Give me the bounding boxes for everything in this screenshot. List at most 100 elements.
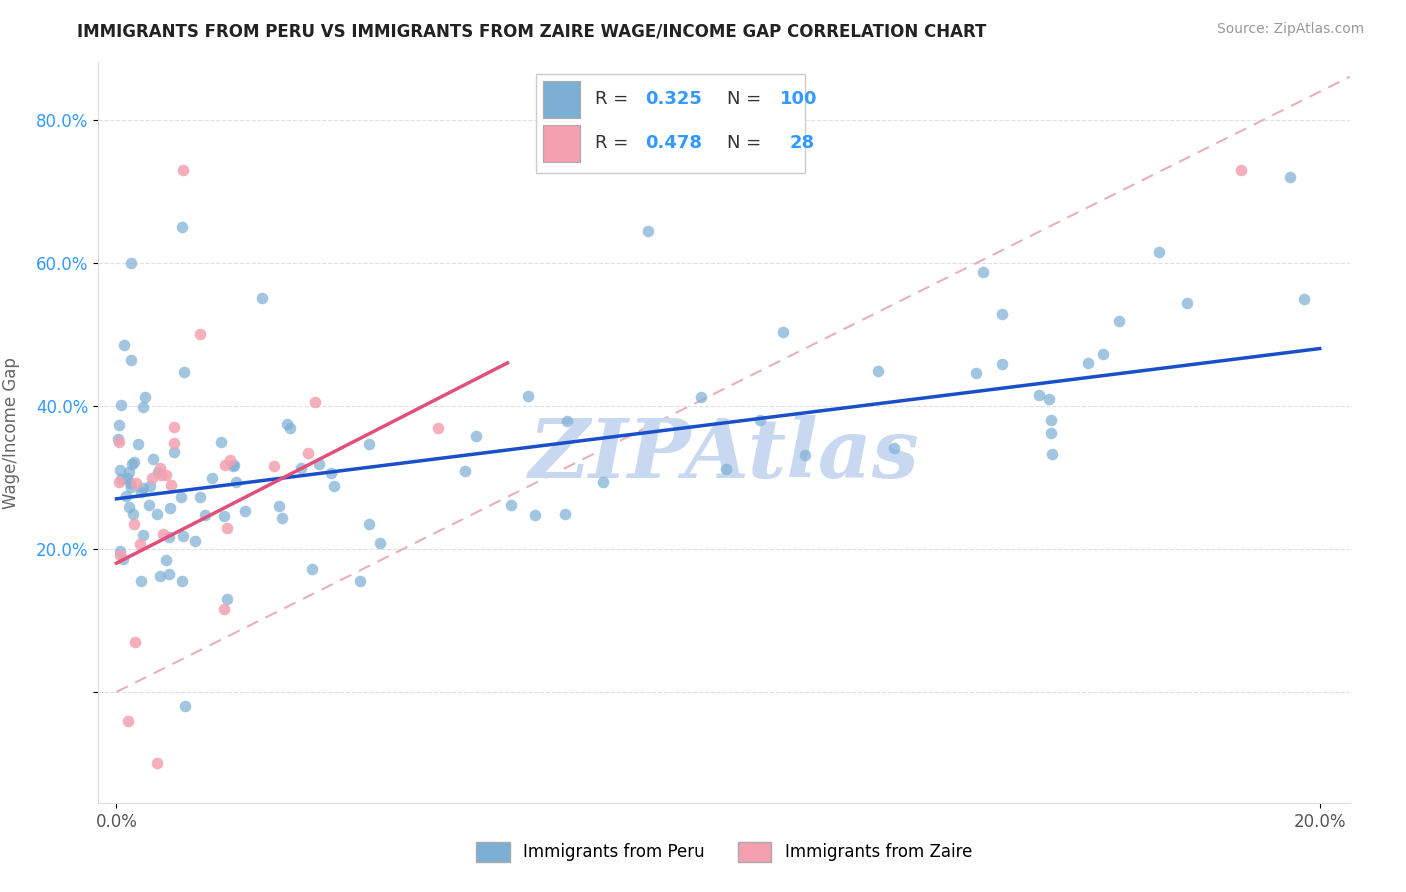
Point [146,507,169,521]
Point [139,478,162,492]
Point [592,475,614,490]
Legend: Immigrants from Peru, Immigrants from Zaire: Immigrants from Peru, Immigrants from Za… [470,835,979,869]
Point [122,455,145,469]
Point [160,478,183,492]
FancyBboxPatch shape [543,81,581,118]
Point [357,516,380,531]
Point [108,434,131,449]
Point [121,458,143,472]
Text: R =: R = [595,90,634,108]
Point [200,471,222,485]
Text: 28: 28 [789,134,814,153]
Point [132,400,155,414]
Point [965,366,987,380]
Point [866,364,889,378]
Point [112,337,135,351]
Point [108,463,131,477]
Point [173,365,195,379]
Point [1092,347,1115,361]
Point [276,417,298,431]
Point [501,498,523,512]
Text: 0.325: 0.325 [645,90,702,108]
Point [454,464,477,478]
Text: 100: 100 [780,90,818,108]
Point [124,635,146,649]
Point [235,504,257,518]
Point [308,457,330,471]
Point [772,326,794,340]
Point [152,526,174,541]
Point [118,475,141,490]
Point [517,389,540,403]
Point [1147,244,1170,259]
Point [748,412,770,426]
Point [523,508,546,523]
Point [689,390,711,404]
Point [1028,388,1050,402]
Point [107,475,129,489]
Point [129,537,152,551]
Point [212,602,235,616]
Point [1294,293,1316,307]
Point [131,527,153,541]
Y-axis label: Wage/Income Gap: Wage/Income Gap [1,357,20,508]
Point [225,475,247,489]
Point [278,421,301,435]
Point [150,468,173,483]
Point [554,507,576,521]
Point [172,219,194,234]
Point [121,507,143,521]
Point [222,458,245,472]
Point [219,453,242,467]
Point [714,461,737,475]
Point [127,437,149,451]
Point [148,465,170,479]
Point [159,566,181,581]
Point [194,508,217,522]
Point [108,418,131,433]
Point [162,445,184,459]
Point [1077,356,1099,370]
Point [163,420,186,434]
Point [1175,296,1198,310]
Point [972,265,994,279]
Point [124,516,146,531]
Point [149,461,172,475]
Text: N =: N = [727,90,766,108]
Point [172,574,194,589]
Point [110,398,132,412]
Point [173,699,195,714]
Point [188,327,211,342]
Point [138,499,160,513]
Text: Source: ZipAtlas.com: Source: ZipAtlas.com [1216,22,1364,37]
Text: ZIPAtlas: ZIPAtlas [529,415,920,495]
Point [883,441,905,455]
Point [124,476,146,491]
Point [1230,162,1253,177]
FancyBboxPatch shape [543,126,581,162]
Point [110,472,132,486]
Point [290,461,312,475]
Point [991,307,1014,321]
Point [141,470,163,484]
Point [184,533,207,548]
Point [1040,413,1063,427]
Text: N =: N = [727,134,766,153]
Point [222,459,245,474]
Point [108,549,131,563]
Point [120,256,142,270]
Point [359,436,381,450]
Point [426,421,449,435]
Point [170,490,193,504]
Point [131,574,153,588]
Point [349,574,371,589]
Point [131,481,153,495]
Point [321,466,343,480]
Text: 0.478: 0.478 [645,134,702,153]
Point [108,543,131,558]
FancyBboxPatch shape [536,73,806,173]
Point [637,223,659,237]
Point [1040,425,1063,440]
Point [267,499,290,513]
Point [120,481,142,495]
